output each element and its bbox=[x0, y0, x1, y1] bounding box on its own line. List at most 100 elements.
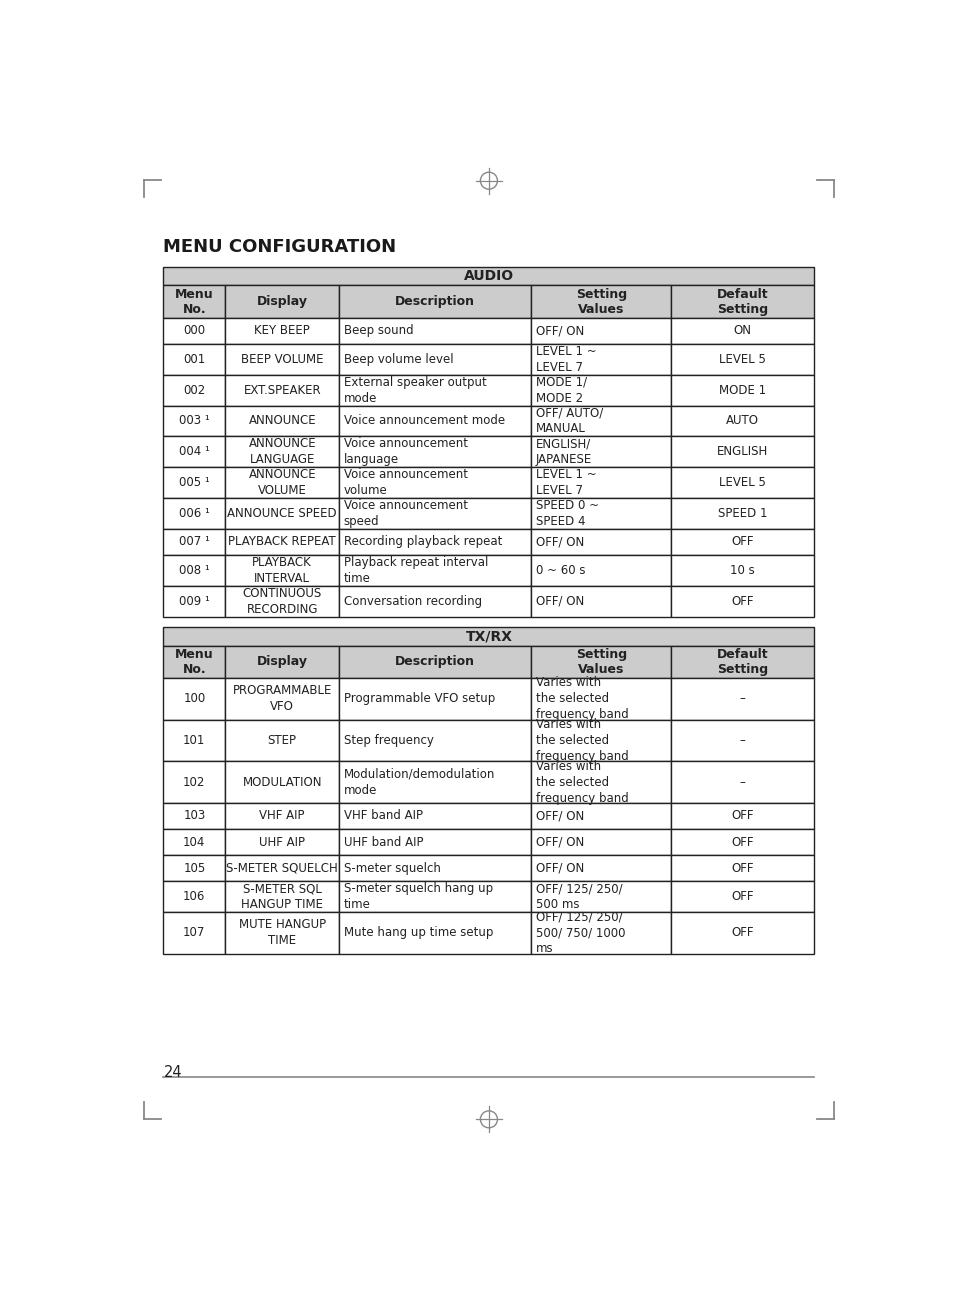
Text: 006 ¹: 006 ¹ bbox=[179, 507, 210, 520]
Text: 007 ¹: 007 ¹ bbox=[179, 536, 210, 549]
Bar bbox=[339, 375, 531, 405]
Text: Description: Description bbox=[395, 295, 475, 308]
Text: EXT.SPEAKER: EXT.SPEAKER bbox=[243, 383, 321, 397]
Bar bbox=[163, 678, 225, 719]
Bar bbox=[671, 467, 814, 498]
Text: OFF/ ON: OFF/ ON bbox=[536, 595, 583, 608]
Text: MODULATION: MODULATION bbox=[242, 775, 322, 788]
Text: ANNOUNCE
LANGUAGE: ANNOUNCE LANGUAGE bbox=[248, 437, 315, 466]
Text: 106: 106 bbox=[183, 890, 205, 903]
Bar bbox=[671, 855, 814, 881]
Text: KEY BEEP: KEY BEEP bbox=[254, 325, 310, 338]
Text: OFF: OFF bbox=[731, 890, 753, 903]
Bar bbox=[339, 912, 531, 954]
Text: TX/RX: TX/RX bbox=[465, 629, 512, 643]
Text: Voice announcement
language: Voice announcement language bbox=[343, 437, 467, 466]
Bar bbox=[225, 436, 339, 467]
Text: OFF/ ON: OFF/ ON bbox=[536, 536, 583, 549]
Bar bbox=[225, 802, 339, 829]
Bar bbox=[671, 375, 814, 405]
Text: Mute hang up time setup: Mute hang up time setup bbox=[343, 927, 493, 939]
Text: SPEED 1: SPEED 1 bbox=[718, 507, 767, 520]
Text: S-METER SQL
HANGUP TIME: S-METER SQL HANGUP TIME bbox=[241, 883, 323, 911]
Bar bbox=[339, 467, 531, 498]
Text: 002: 002 bbox=[183, 383, 205, 397]
Text: Display: Display bbox=[256, 295, 308, 308]
Text: 001: 001 bbox=[183, 353, 205, 366]
Text: AUDIO: AUDIO bbox=[463, 269, 514, 283]
Bar bbox=[225, 829, 339, 855]
Bar bbox=[531, 286, 671, 318]
Text: Setting
Values: Setting Values bbox=[575, 287, 626, 316]
Text: ANNOUNCE: ANNOUNCE bbox=[248, 414, 315, 427]
Text: SPEED 0 ~
SPEED 4: SPEED 0 ~ SPEED 4 bbox=[536, 498, 598, 528]
Text: Menu
No.: Menu No. bbox=[174, 287, 213, 316]
Text: Menu
No.: Menu No. bbox=[174, 648, 213, 675]
Text: Varies with
the selected
frequency band: Varies with the selected frequency band bbox=[536, 718, 628, 763]
Bar bbox=[163, 467, 225, 498]
Text: 105: 105 bbox=[183, 862, 205, 875]
Text: LEVEL 5: LEVEL 5 bbox=[719, 476, 765, 489]
Text: OFF: OFF bbox=[731, 927, 753, 939]
Text: LEVEL 1 ~
LEVEL 7: LEVEL 1 ~ LEVEL 7 bbox=[536, 344, 596, 374]
Bar bbox=[163, 436, 225, 467]
Bar bbox=[339, 678, 531, 719]
Bar bbox=[225, 586, 339, 616]
Bar bbox=[671, 802, 814, 829]
Text: OFF/ 125/ 250/
500/ 750/ 1000
ms: OFF/ 125/ 250/ 500/ 750/ 1000 ms bbox=[536, 911, 625, 955]
Text: 103: 103 bbox=[183, 810, 205, 823]
Bar bbox=[339, 719, 531, 761]
Text: OFF: OFF bbox=[731, 862, 753, 875]
Bar bbox=[163, 855, 225, 881]
Text: ENGLISH/
JAPANESE: ENGLISH/ JAPANESE bbox=[536, 437, 592, 466]
Bar bbox=[671, 555, 814, 586]
Text: Description: Description bbox=[395, 656, 475, 669]
Bar bbox=[163, 586, 225, 616]
Text: Voice announcement
volume: Voice announcement volume bbox=[343, 468, 467, 497]
Bar bbox=[163, 802, 225, 829]
Text: Setting
Values: Setting Values bbox=[575, 648, 626, 675]
Bar bbox=[163, 719, 225, 761]
Bar bbox=[531, 467, 671, 498]
Bar bbox=[531, 829, 671, 855]
Text: OFF: OFF bbox=[731, 595, 753, 608]
Bar bbox=[531, 375, 671, 405]
Bar bbox=[531, 318, 671, 344]
Bar bbox=[163, 375, 225, 405]
Text: OFF/ ON: OFF/ ON bbox=[536, 810, 583, 823]
Bar bbox=[225, 555, 339, 586]
Bar bbox=[671, 678, 814, 719]
Text: UHF band AIP: UHF band AIP bbox=[343, 836, 423, 849]
Text: S-meter squelch hang up
time: S-meter squelch hang up time bbox=[343, 883, 493, 911]
Bar bbox=[339, 286, 531, 318]
Text: LEVEL 1 ~
LEVEL 7: LEVEL 1 ~ LEVEL 7 bbox=[536, 468, 596, 497]
Text: 0 ~ 60 s: 0 ~ 60 s bbox=[536, 564, 585, 577]
Text: Display: Display bbox=[256, 656, 308, 669]
Text: Playback repeat interval
time: Playback repeat interval time bbox=[343, 556, 488, 585]
Text: OFF/ AUTO/
MANUAL: OFF/ AUTO/ MANUAL bbox=[536, 406, 602, 435]
Bar bbox=[531, 678, 671, 719]
Bar bbox=[531, 555, 671, 586]
Bar bbox=[163, 829, 225, 855]
Text: OFF/ ON: OFF/ ON bbox=[536, 325, 583, 338]
Text: STEP: STEP bbox=[268, 734, 296, 747]
Bar bbox=[163, 267, 814, 286]
Bar bbox=[339, 529, 531, 555]
Bar bbox=[531, 586, 671, 616]
Bar bbox=[671, 286, 814, 318]
Text: External speaker output
mode: External speaker output mode bbox=[343, 375, 486, 405]
Bar bbox=[163, 555, 225, 586]
Bar bbox=[671, 829, 814, 855]
Bar bbox=[225, 286, 339, 318]
Bar bbox=[225, 646, 339, 678]
Bar bbox=[339, 829, 531, 855]
Text: –: – bbox=[740, 775, 745, 788]
Bar bbox=[339, 555, 531, 586]
Text: Programmable VFO setup: Programmable VFO setup bbox=[343, 692, 495, 705]
Text: 24: 24 bbox=[163, 1065, 182, 1080]
Text: MENU CONFIGURATION: MENU CONFIGURATION bbox=[163, 238, 396, 256]
Text: 100: 100 bbox=[183, 692, 205, 705]
Bar bbox=[163, 628, 814, 646]
Bar bbox=[339, 344, 531, 375]
Bar bbox=[225, 719, 339, 761]
